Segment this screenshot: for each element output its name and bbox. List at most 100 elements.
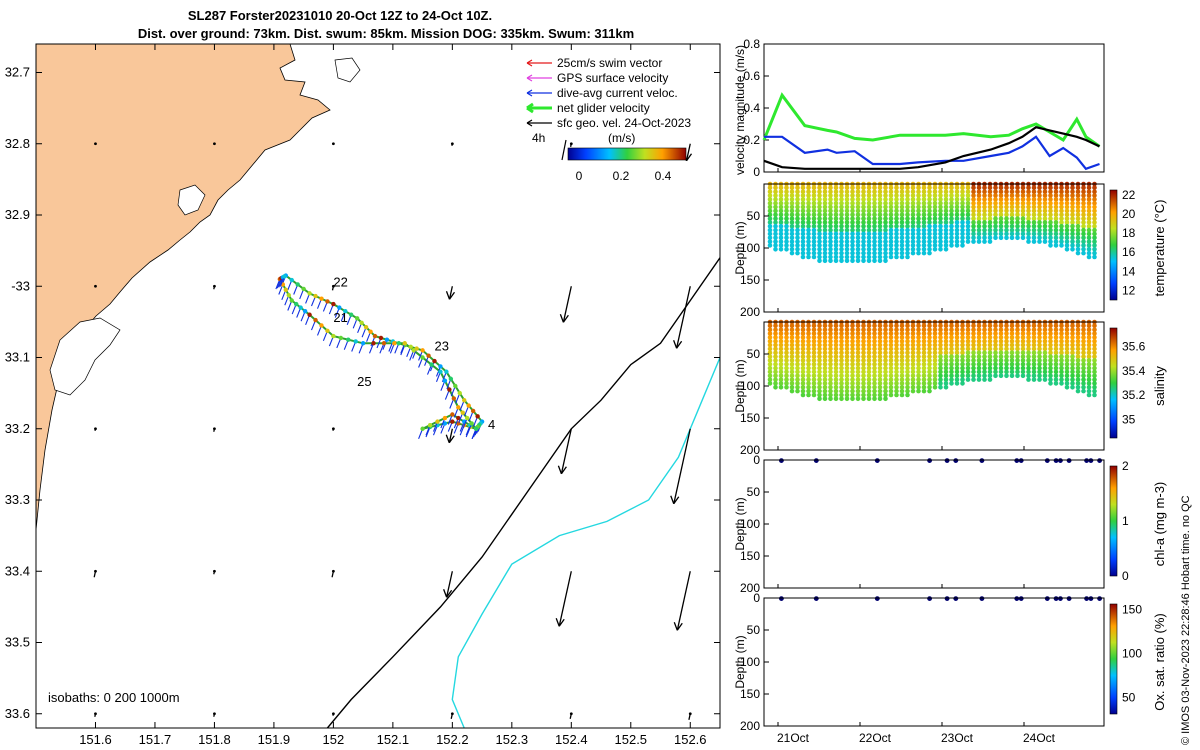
isobath-200m [326, 257, 720, 728]
colorbar-tick-label: 20 [1122, 207, 1136, 221]
sfc-arrow [213, 284, 216, 290]
coastline-land [36, 44, 331, 531]
x-tick-label: 152.4 [555, 732, 588, 747]
surface-sample [1053, 596, 1059, 601]
profile-column [778, 319, 784, 390]
colorbar-tick: 0 [576, 169, 583, 183]
velocity-ylabel: velocity magnitude (m/s) [733, 45, 747, 175]
profile-column [976, 319, 982, 382]
dive-vector [418, 348, 425, 361]
sfc-arrow [94, 284, 97, 288]
profile-column [987, 181, 993, 244]
dive-vector [459, 398, 467, 411]
x-tick-label: 151.8 [198, 732, 231, 747]
y-tick: 200 [740, 719, 769, 733]
dive-vector [310, 317, 318, 331]
x-tick-label: 152.1 [377, 732, 410, 747]
profile-column [905, 319, 910, 398]
sfc-arrow [569, 712, 573, 719]
colorbar-tick: 0.4 [655, 169, 672, 183]
y-tick: 100 [740, 517, 769, 531]
profile-column [1031, 181, 1037, 244]
y-tick-label: 200 [740, 305, 760, 319]
profile-column [872, 319, 877, 402]
surface-sample [1058, 596, 1063, 601]
profile-column [921, 181, 927, 256]
y-tick: 50 [747, 623, 769, 637]
dive-vector [464, 403, 471, 416]
profile-column [1015, 181, 1020, 241]
isobath-1000m [451, 357, 720, 728]
y-tick: 150 [740, 273, 769, 287]
colorbar-tick-label: 2 [1122, 459, 1129, 473]
y-tick: 150 [740, 549, 769, 563]
profile-column [861, 319, 866, 402]
profile-column [1004, 181, 1009, 241]
y-tick-label: 32.7 [5, 65, 30, 80]
profile-column [789, 319, 795, 394]
profile-column [971, 319, 976, 382]
sfc-arrow [213, 569, 216, 575]
series-line [762, 92, 1101, 148]
dive-vector [351, 339, 358, 352]
profile-column [916, 181, 921, 256]
section-ylabel: Depth (m) [733, 221, 747, 274]
y-tick-label: 32.8 [5, 136, 30, 151]
inland-lake [177, 184, 206, 216]
y-tick: 33.5 [5, 635, 720, 650]
profile-column [894, 319, 899, 398]
legend-label: GPS surface velocity [557, 71, 668, 85]
y-tick: 50 [747, 485, 769, 499]
y-tick: 33.2 [5, 421, 720, 436]
profile-column [954, 319, 960, 386]
y-tick: -33 [11, 278, 720, 293]
section-colorbar [1109, 603, 1118, 715]
profile-column [844, 181, 850, 264]
profile-column [932, 181, 938, 252]
velocity-panel: 0 0.2 0.4 0.6 0.8 velocity magnitude (m/s) [733, 37, 1105, 179]
section-frame [763, 459, 1105, 589]
profile-column [833, 181, 839, 264]
profile-column [1004, 319, 1009, 379]
y-tick-label: 50 [747, 347, 761, 361]
dive-vector [453, 415, 461, 429]
dive-vector [328, 333, 336, 347]
profile-column [872, 181, 877, 264]
y-tick-label: 50 [747, 485, 761, 499]
profile-column [921, 319, 927, 394]
sfc-arrow [673, 286, 691, 349]
time-tick-label: 21Oct [777, 731, 810, 745]
y-tick: 100 [740, 379, 769, 393]
day-label: 23 [435, 338, 449, 353]
dive-vector [467, 421, 474, 434]
dive-vector [440, 378, 448, 391]
dive-vector [462, 415, 470, 429]
dive-vector [379, 341, 387, 354]
surface-sample [1014, 458, 1020, 463]
y-tick-label: 200 [740, 443, 760, 457]
y-tick: 150 [740, 687, 769, 701]
colorbar-tick-label: 12 [1122, 283, 1136, 297]
profile-column [1015, 319, 1020, 379]
profile-column [938, 181, 943, 252]
colorbar-title: salinity [1152, 366, 1167, 406]
dive-vector [322, 299, 330, 312]
y-tick-label: 33.4 [5, 563, 30, 578]
dive-vector [468, 408, 476, 422]
series-line [763, 126, 1100, 170]
dive-vector [293, 282, 300, 295]
profile-column [888, 319, 894, 398]
isobath-note: isobaths: 0 200 1000m [48, 690, 180, 705]
sfc-arrow [331, 284, 335, 291]
legend-label: sfc geo. vel. 24-Oct-2023 [557, 116, 691, 130]
surface-sample [1018, 458, 1024, 463]
y-tick: 0 [753, 453, 769, 467]
legend-entry: 25cm/s swim vector [526, 56, 662, 70]
dive-vector [287, 277, 294, 291]
profile-column [773, 319, 778, 390]
dive-vector [424, 353, 431, 366]
time-tick: 21Oct [777, 168, 810, 745]
profile-column [1026, 319, 1031, 382]
colorbar-title: temperature (°C) [1152, 200, 1167, 297]
surface-sample [813, 458, 819, 463]
